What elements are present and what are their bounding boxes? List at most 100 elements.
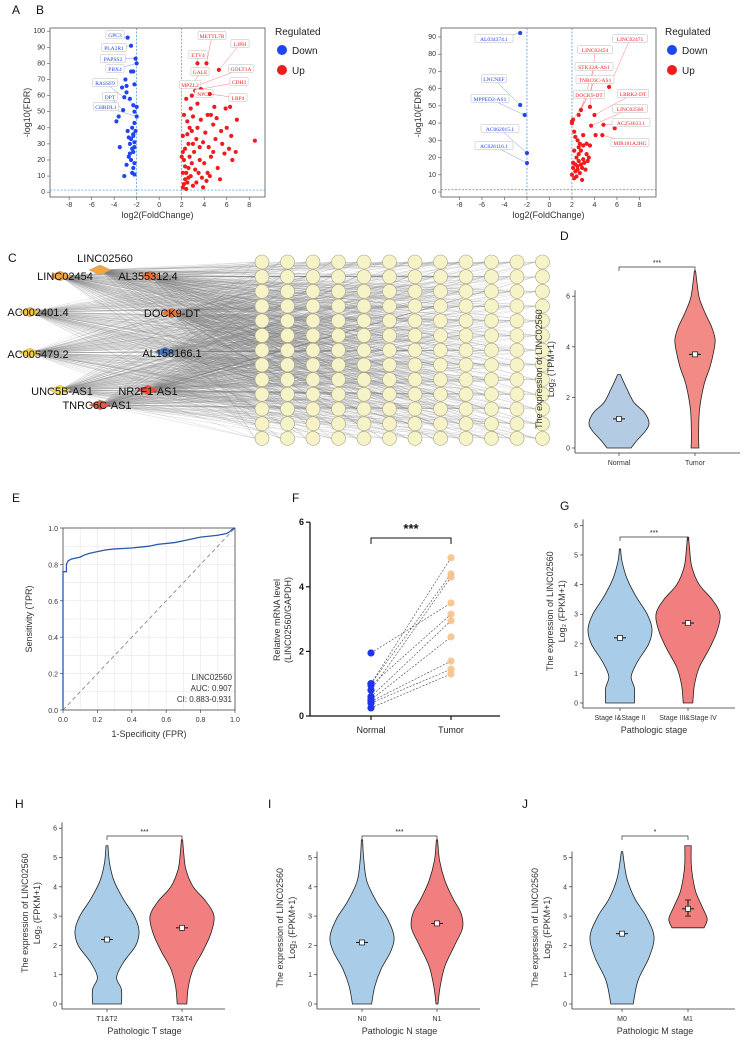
y-tick-label: 0 [574, 701, 578, 708]
edge [59, 261, 256, 277]
gene-label: PBX4 [108, 67, 122, 73]
target-node [254, 254, 270, 270]
target-node [280, 416, 295, 432]
up-point [185, 132, 190, 137]
target-node [305, 313, 321, 329]
down-point [127, 151, 133, 156]
edge [59, 350, 383, 391]
target-node [356, 254, 372, 270]
target-node [382, 313, 397, 329]
y-axis-label: The expression of LINC02560 [530, 868, 540, 988]
roc-annotation: CI: 0.883-0.931 [177, 695, 233, 704]
gene-label-box [101, 43, 127, 52]
edge [99, 404, 307, 424]
volcano-plot-B: -8 -6 -4 -2 0 2 4 6 80102030405060708090log2(Fol… [413, 27, 711, 220]
target-node [458, 254, 474, 270]
significance-label: *** [403, 521, 419, 536]
normal-point [367, 686, 375, 694]
target-node [407, 416, 423, 432]
y-tick-label: 0.0 [48, 708, 58, 715]
target-node [254, 269, 270, 285]
target-node [305, 416, 321, 432]
edge [99, 261, 332, 406]
y-tick-label: 2 [574, 641, 578, 648]
y-tick-label: 1.0 [48, 526, 58, 533]
significance-bracket [619, 536, 689, 541]
lncrna-label: NR2F1-AS1 [118, 386, 177, 398]
target-node [254, 328, 270, 343]
up-point [186, 165, 191, 171]
target-node [407, 342, 423, 358]
up-point [207, 91, 212, 97]
y-tick-label: 2 [299, 646, 304, 656]
up-point [199, 175, 205, 180]
roc-annotation: LINC02560 [192, 673, 233, 682]
edge [59, 305, 281, 391]
y-axis-label: Relative mRNA level [272, 579, 282, 661]
up-point [187, 154, 192, 159]
x-tick-label: 0 [548, 202, 552, 209]
legend-marker-down [277, 45, 287, 55]
median-marker [359, 939, 365, 946]
down-point [114, 119, 119, 124]
gene-label-box [228, 93, 248, 102]
y-tick-label: 0 [41, 189, 45, 196]
up-point [186, 141, 191, 146]
target-node [407, 357, 423, 373]
edge [147, 291, 460, 391]
y-tick-label: 2 [566, 395, 570, 402]
up-point [574, 155, 579, 160]
violin-n0 [329, 839, 395, 1005]
down-point [126, 135, 131, 140]
down-point [124, 90, 129, 95]
up-point [577, 170, 582, 176]
up-point [189, 128, 194, 134]
violin-stage-i-stage-ii [587, 548, 653, 704]
y-tick-label: 1 [574, 671, 578, 678]
y-axis-label: -log10(FDR) [22, 88, 32, 138]
up-point [182, 146, 188, 151]
target-node [280, 386, 295, 402]
lncrna-label: TNRC6C-AS1 [62, 400, 131, 412]
up-point [207, 173, 212, 179]
up-point [576, 145, 581, 150]
target-node [458, 401, 474, 417]
target-node [458, 328, 474, 343]
edge [149, 275, 409, 410]
y-tick-label: 4 [53, 884, 57, 891]
edge [29, 352, 536, 366]
down-point [524, 150, 530, 156]
y-tick-label: 50 [37, 109, 45, 116]
target-node [509, 342, 525, 358]
paired-plot: 0 2 4 6 Normal Tumor *** Relative mRNA level (LI… [272, 517, 500, 735]
x-axis-label: 1-Specificity (FPR) [111, 729, 186, 739]
x-tick-label: Tumor [685, 460, 706, 467]
gene-label-box [474, 34, 514, 43]
gene-label-box [574, 62, 614, 71]
edge [59, 305, 383, 391]
normal-point [367, 704, 375, 712]
target-node [331, 328, 346, 343]
edge [171, 312, 485, 366]
target-node [331, 313, 346, 329]
up-point [216, 67, 221, 72]
lncrna-label: LINC02454 [37, 271, 93, 283]
up-point [215, 165, 220, 171]
y-tick-label: 1 [563, 972, 567, 979]
target-node [509, 357, 525, 373]
x-axis-label: log2(FoldChange) [512, 210, 584, 220]
x-tick-label: -6 [479, 202, 485, 209]
target-node [254, 416, 270, 432]
up-point [579, 177, 585, 183]
y-tick-label: 3 [563, 914, 567, 921]
target-node [382, 269, 397, 285]
gene-label-box [188, 50, 208, 59]
significance-bracket [618, 266, 696, 271]
label-connector [580, 66, 595, 111]
y-tick-label: 10 [428, 172, 436, 179]
gene-label: LINC02454 [582, 48, 609, 54]
edge [149, 275, 460, 395]
x-tick-label: 2 [570, 202, 574, 209]
target-node [535, 298, 550, 314]
x-tick-label: Stage I&Stage II [595, 715, 646, 722]
